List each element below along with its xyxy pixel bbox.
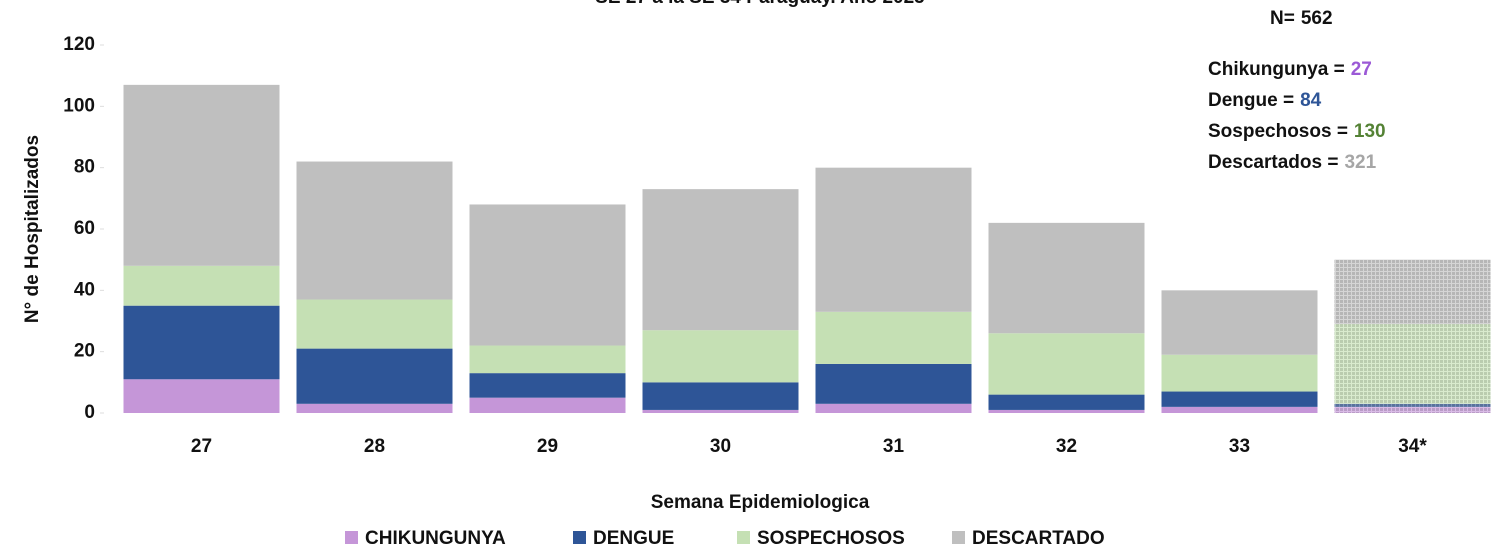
bar-segment — [988, 394, 1145, 410]
bar-segment — [1161, 406, 1318, 413]
y-tick-label: 120 — [63, 34, 95, 55]
annotation: Descartados = 321 — [1208, 152, 1377, 173]
chart-title: SE 27 a la SE 34 Paraguay. Año 2025 — [595, 0, 925, 8]
bar-segment — [469, 373, 626, 398]
bar-segment — [123, 379, 280, 413]
x-tick-label: 32 — [1056, 436, 1077, 457]
bar-segment — [469, 345, 626, 374]
legend-swatch — [345, 531, 358, 544]
legend-swatch — [737, 531, 750, 544]
bar-segment — [815, 363, 972, 404]
annotation-value: 84 — [1300, 90, 1322, 111]
annotation-label: Sospechosos = — [1208, 121, 1348, 142]
bar-segment — [815, 311, 972, 364]
bar-segment — [1334, 403, 1491, 407]
bar-segment — [642, 409, 799, 413]
bar-segment — [296, 403, 453, 413]
bar-segment — [469, 204, 626, 346]
y-tick-label: 20 — [74, 341, 95, 362]
bar-segment — [642, 330, 799, 383]
bar-segment — [988, 409, 1145, 413]
annotation-value: 130 — [1354, 121, 1386, 142]
annotation: Chikungunya = 27 — [1208, 59, 1372, 80]
bar-segment — [1161, 290, 1318, 355]
bar-segment — [123, 84, 280, 266]
bar-segment — [1161, 391, 1318, 407]
x-tick-label: 31 — [883, 436, 905, 457]
annotation: Dengue = 84 — [1208, 90, 1322, 111]
y-tick-label: 40 — [74, 279, 95, 300]
bar-segment — [296, 348, 453, 404]
annotation-label: Dengue = — [1208, 90, 1294, 111]
x-tick-label: 29 — [537, 436, 558, 457]
total-text: N= — [1270, 8, 1295, 29]
y-tick-label: 0 — [84, 402, 95, 423]
bar-segment — [642, 382, 799, 410]
bar-segment — [1334, 406, 1491, 413]
bar-segment — [296, 299, 453, 349]
x-tick-label: 27 — [191, 436, 212, 457]
y-tick-label: 100 — [63, 95, 95, 116]
bar-segment — [123, 265, 280, 306]
total-label: N= 562 — [1270, 8, 1333, 29]
bar-segment — [123, 305, 280, 380]
legend-label: DENGUE — [593, 528, 674, 549]
legend-label: SOSPECHOSOS — [757, 528, 905, 549]
annotation-value: 27 — [1351, 59, 1372, 80]
bar-segment — [1334, 259, 1491, 325]
annotation-label: Descartados = — [1208, 152, 1338, 173]
annotation-value: 321 — [1344, 152, 1376, 173]
y-tick-label: 80 — [74, 157, 95, 178]
legend-swatch — [573, 531, 586, 544]
bar-segment — [296, 161, 453, 300]
bar-segment — [642, 189, 799, 331]
y-tick-label: 60 — [74, 218, 95, 239]
bar-segment — [1334, 324, 1491, 404]
x-tick-label: 30 — [710, 436, 731, 457]
total-value: 562 — [1301, 8, 1333, 29]
x-axis-title: Semana Epidemiologica — [651, 492, 870, 513]
y-axis-title: N° de Hospitalizados — [22, 135, 43, 323]
x-tick-label: 34* — [1398, 436, 1427, 457]
annotation: Sospechosos = 130 — [1208, 121, 1386, 142]
bar-segment — [469, 397, 626, 413]
bar-segment — [1161, 354, 1318, 392]
legend-swatch — [952, 531, 965, 544]
bar-segment — [815, 403, 972, 413]
legend-label: CHIKUNGUNYA — [365, 528, 506, 549]
annotation-label: Chikungunya = — [1208, 59, 1345, 80]
x-tick-label: 33 — [1229, 436, 1250, 457]
x-tick-label: 28 — [364, 436, 385, 457]
bar-segment — [988, 222, 1145, 334]
legend-label: DESCARTADO — [972, 528, 1105, 549]
bar-segment — [815, 167, 972, 312]
bar-segment — [988, 333, 1145, 395]
